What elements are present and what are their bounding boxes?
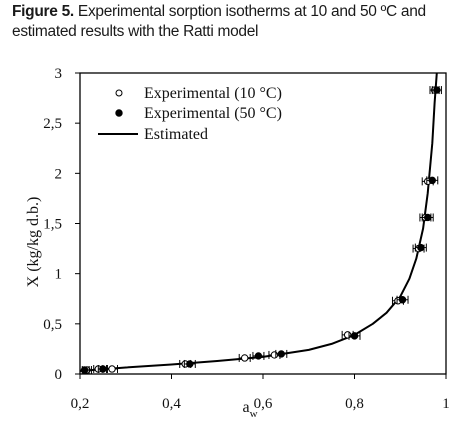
legend-label: Estimated [144, 126, 208, 143]
legend-label: Experimental (10 °C) [144, 85, 282, 102]
y-axis-title: X (kg/kg d.b.) [25, 197, 42, 288]
x-tick-label: 0,2 [71, 396, 90, 412]
x-axis-title: aw [242, 399, 257, 420]
y-tick-label: 0 [55, 367, 63, 383]
point-50c [417, 243, 425, 252]
y-tick-label: 2 [55, 166, 63, 182]
x-tick-label: 1 [442, 396, 450, 412]
figure-caption-text: Experimental sorption isotherms at 10 an… [12, 3, 426, 40]
legend-marker-50c [115, 109, 123, 117]
point-50c [398, 296, 407, 304]
point-50c [80, 366, 89, 374]
x-tick-label: 0,8 [345, 396, 364, 412]
x-axis-title-subscript: w [250, 408, 258, 420]
point-50c [350, 332, 359, 340]
point-50c [433, 86, 441, 94]
point-50c [186, 360, 194, 368]
x-axis-title-main: a [242, 399, 249, 416]
point-50c [428, 176, 436, 185]
y-tick-label: 1,5 [43, 217, 62, 233]
point-50c [277, 350, 285, 358]
estimated-curve [79, 72, 438, 372]
point-10c [343, 331, 352, 339]
x-tick-label: 0,4 [162, 396, 181, 412]
y-tick-label: 1 [55, 267, 63, 283]
y-tick-label: 0,5 [43, 317, 62, 333]
figure-label: Figure 5. [12, 3, 74, 20]
point-50c [424, 213, 432, 222]
legend-label: Experimental (50 °C) [144, 105, 282, 122]
figure-caption: Figure 5. Experimental sorption isotherm… [12, 2, 472, 42]
y-tick-label: 3 [55, 66, 63, 82]
point-10c [108, 365, 116, 373]
y-tick-label: 2,5 [43, 116, 62, 132]
point-10c [241, 354, 249, 362]
x-tick-label: 0,6 [254, 396, 273, 412]
point-50c [99, 365, 107, 373]
point-10c [270, 351, 279, 359]
point-50c [254, 352, 263, 360]
legend-marker-10c [115, 89, 123, 97]
